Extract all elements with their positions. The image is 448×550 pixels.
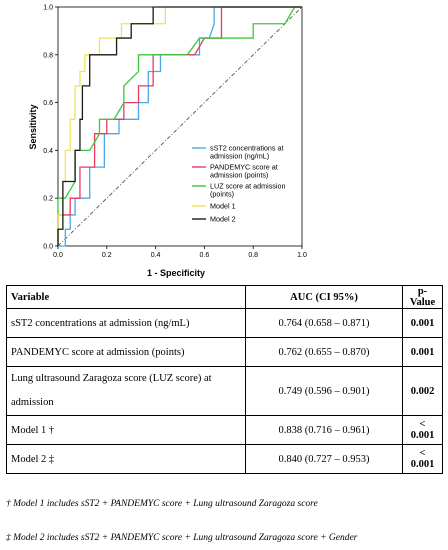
row-variable-line2: admission <box>11 397 54 408</box>
y-tick-label: 0.8 <box>43 52 53 59</box>
results-table: Variable AUC (CI 95%) p-Value sST2 conce… <box>6 285 443 474</box>
x-tick-label: 0.0 <box>53 252 63 259</box>
x-tick-label: 0.4 <box>151 252 161 259</box>
table-row: sST2 concentrations at admission (ng/mL)… <box>6 308 443 338</box>
row-variable-line1: Lung ultrasound Zaragoza score (LUZ scor… <box>11 373 212 384</box>
ticks-group: 0.0 0.2 0.4 0.6 0.8 1.0 0.0 0.2 0.4 0.6 0.8 1.0 <box>43 5 307 260</box>
row-p-value: < 0.001 <box>402 444 443 474</box>
legend-label: Model 1 <box>210 202 236 211</box>
table-row: PANDEMYC score at admission (points) 0.7… <box>6 337 443 367</box>
y-axis-title: Sensitivity <box>28 104 38 149</box>
row-auc: 0.840 (0.727 – 0.953) <box>245 444 403 474</box>
reference-diagonal-line <box>57 6 303 247</box>
y-tick-label: 0.0 <box>43 244 53 251</box>
reference-line-group <box>57 6 303 247</box>
legend-label: sST2 concentrations at <box>210 144 284 153</box>
header-variable: Variable <box>6 285 246 309</box>
header-auc: AUC (CI 95%) <box>245 285 403 309</box>
y-tick-label: 0.2 <box>43 196 53 203</box>
x-tick-label: 0.6 <box>200 252 210 259</box>
legend-label-line2: admission (points) <box>210 171 268 180</box>
row-p-value: 0.001 <box>402 337 443 367</box>
row-p-value: 0.002 <box>402 366 443 416</box>
y-tick-label: 0.4 <box>43 148 53 155</box>
table-row: Model 1 † 0.838 (0.716 – 0.961) < 0.001 <box>6 415 443 445</box>
table-row: Lung ultrasound Zaragoza score (LUZ scor… <box>6 366 443 416</box>
table-row: Model 2 ‡ 0.840 (0.727 – 0.953) < 0.001 <box>6 444 443 474</box>
series-group <box>57 6 302 247</box>
x-tick-label: 0.2 <box>102 252 112 259</box>
series-line-2 <box>57 6 302 246</box>
table-header-row: Variable AUC (CI 95%) p-Value <box>6 285 443 309</box>
row-p-value: 0.001 <box>402 308 443 338</box>
row-variable: Lung ultrasound Zaragoza score (LUZ scor… <box>6 366 246 416</box>
row-auc: 0.749 (0.596 – 0.901) <box>245 366 403 416</box>
row-p-value: < 0.001 <box>402 415 443 445</box>
roc-chart-svg: 0.0 0.2 0.4 0.6 0.8 1.0 0.0 0.2 0.4 0.6 0.8 1.0 Sen… <box>28 5 307 279</box>
x-axis-title: 1 - Specificity <box>147 268 205 278</box>
y-tick-label: 0.6 <box>43 100 53 107</box>
roc-chart: 0.0 0.2 0.4 0.6 0.8 1.0 0.0 0.2 0.4 0.6 0.8 1.0 Sen… <box>28 5 307 279</box>
row-auc: 0.838 (0.716 – 0.961) <box>245 415 403 445</box>
footnote-model-2: ‡ Model 2 includes sST2 + PANDEMYC score… <box>6 533 358 543</box>
row-auc: 0.764 (0.658 – 0.871) <box>245 308 403 338</box>
row-auc: 0.762 (0.655 – 0.870) <box>245 337 403 367</box>
row-variable: Model 1 † <box>6 415 246 445</box>
x-tick-label: 1.0 <box>297 252 307 259</box>
legend-label-line2: (points) <box>210 190 234 199</box>
y-tick-label: 1.0 <box>43 5 53 12</box>
legend-label: PANDEMYC score at <box>210 163 278 172</box>
footnote-model-1: † Model 1 includes sST2 + PANDEMYC score… <box>6 499 318 509</box>
header-p-value: p-Value <box>402 285 443 309</box>
legend-label: LUZ score at admission <box>210 182 286 191</box>
legend-label-line2: admission (ng/mL) <box>210 152 269 161</box>
row-variable: sST2 concentrations at admission (ng/mL) <box>6 308 246 338</box>
row-variable: Model 2 ‡ <box>6 444 246 474</box>
row-variable: PANDEMYC score at admission (points) <box>6 337 246 367</box>
x-tick-label: 0.8 <box>248 252 258 259</box>
series-line-5 <box>57 6 302 246</box>
legend-label: Model 2 <box>210 215 236 224</box>
